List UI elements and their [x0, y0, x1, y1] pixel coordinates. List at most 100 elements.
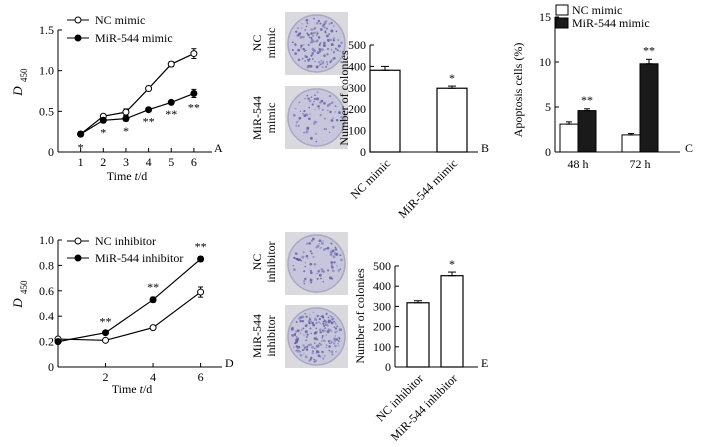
panel-e-dish-mir544-inhibitor-colony [313, 331, 317, 335]
panel-a-significance: * [78, 141, 84, 155]
panel-e-dish-mir544-inhibitor-colony [338, 337, 341, 340]
panel-b-dish-nc-mimic-colony [297, 49, 301, 52]
panel-b-dish-nc-mimic-colony [329, 38, 333, 42]
panel-e-dish-mir544-inhibitor-colony [330, 340, 333, 344]
panel-e-dish-mir544-inhibitor-colony [313, 319, 316, 321]
panel-b-x-tick-label: NC mimic [348, 156, 393, 201]
panel-b-dish-mir544-mimic-colony [306, 126, 310, 130]
panel-e-dish-mir544-inhibitor-colony [295, 321, 298, 323]
panel-b-dish-nc-mimic-colony [303, 50, 306, 52]
panel-e-dish-nc-inhibitor [285, 232, 348, 295]
panel-e-dish-nc-inhibitor-colony [311, 240, 313, 242]
panel-b-dish-nc-mimic-colony [307, 43, 310, 47]
panel-e-dish-mir544-inhibitor-colony [315, 352, 318, 355]
panel-e-dish-mir544-inhibitor-colony [333, 342, 336, 345]
panel-b-dish-nc-mimic-colony [326, 63, 329, 65]
panel-b-dish-mir544-mimic-colony [319, 101, 322, 104]
panel-e-dish-mir544-inhibitor-colony [315, 327, 318, 330]
panel-b-dish-nc-mimic-colony [311, 58, 314, 60]
panel-b-dish-nc-mimic-colony [315, 22, 319, 25]
panel-e-dish-mir544-inhibitor-colony [306, 345, 309, 348]
panel-e-dish-mir544-inhibitor-colony [322, 320, 325, 323]
panel-a-legend-label: NC mimic [95, 13, 145, 27]
panel-b-y-tick-label: 100 [348, 124, 366, 138]
panel-e-dish-mir544-inhibitor-colony [334, 344, 337, 348]
panel-e-dish-mir544-inhibitor-colony [321, 350, 324, 354]
panel-e-significance: * [449, 257, 455, 271]
panel-b-dish-nc-mimic-colony [317, 36, 321, 39]
panel-e-dish-nc-inhibitor-colony [318, 239, 322, 243]
panel-e-dish-mir544-inhibitor-colony [325, 312, 328, 315]
panel-b-dish-nc-mimic-colony [323, 54, 326, 58]
panel-b-dish-mir544-mimic-colony [324, 117, 326, 120]
panel-e-y-label: Number of colonies [353, 268, 367, 364]
panel-e-dish-mir544-inhibitor-colony [311, 351, 314, 355]
panel-e-dish-nc-inhibitor-colony [304, 277, 307, 281]
panel-b-dish-mir544-mimic-colony [311, 103, 314, 106]
panel-e-y-tick-label: 200 [373, 320, 391, 334]
panel-e-dish-mir544-inhibitor-colony [304, 324, 308, 328]
panel-e-dish-mir544-inhibitor-colony [303, 353, 305, 355]
panel-b-dish-mir544-mimic-colony [325, 128, 328, 130]
panel-b-bar [369, 69, 401, 153]
panel-e-dish-mir544-inhibitor-colony [333, 326, 336, 328]
panel-e-dish-mir544-inhibitor-colony [332, 317, 335, 320]
panel-c-legend-swatch-filled [555, 17, 569, 29]
panel-e-dish-mir544-inhibitor-colony [336, 325, 339, 328]
panel-b-dish-nc-mimic-colony [323, 22, 327, 25]
panel-c-error-bar [646, 58, 652, 65]
panel-b-y-tick-label: 500 [348, 38, 366, 52]
panel-e-dish-mir544-inhibitor-colony [291, 334, 294, 338]
panel-e-dish-mir544-inhibitor [285, 305, 348, 368]
panel-b-dish-nc-mimic-colony [337, 44, 341, 48]
panel-b-y-tick-label: 200 [348, 102, 366, 116]
panel-e-dish-mir544-inhibitor-colony [335, 350, 337, 353]
panel-b-dish-nc-mimic-colony [308, 36, 311, 38]
panel-e-y-tick-label: 300 [373, 299, 391, 313]
panel-b-dish-mir544-mimic-colony [315, 140, 318, 143]
panel-b-dish-nc-mimic-colony [335, 30, 338, 33]
panel-b-dish-nc-mimic-colony [317, 19, 320, 23]
panel-b-dish-nc-mimic-colony [302, 47, 305, 51]
panel-b-dish-nc-mimic-colony [330, 59, 333, 62]
panel-b-dish-nc-mimic-colony [306, 65, 310, 69]
panel-e-dish-mir544-inhibitor-colony [316, 314, 319, 318]
panel-e-dish-mir544-inhibitor-colony [323, 354, 326, 357]
panel-e-dish-mir544-inhibitor-colony [321, 329, 324, 332]
panel-a-y-label-main: D [10, 86, 25, 97]
panel-d-point [197, 255, 205, 263]
panel-b-dish-mir544-mimic-colony [313, 100, 315, 103]
panel-e-dish-nc-inhibitor-colony [320, 240, 322, 243]
panel-e-dish-mir544-inhibitor-colony [337, 343, 339, 345]
panel-e-dish-nc-inhibitor-colony [340, 258, 343, 262]
panel-b-dish-nc-mimic-colony [299, 35, 303, 39]
panel-b-dish-nc-mimic-colony [297, 34, 300, 37]
panel-b-dish-label: MiR-544 [250, 96, 264, 140]
panel-c-bar [621, 134, 641, 153]
panel-e-dish-mir544-inhibitor-colony [305, 335, 309, 339]
panel-a-point [122, 115, 130, 123]
panel-e-dish-mir544-inhibitor-colony [322, 330, 324, 333]
panel-b-dish-mir544-mimic-colony [299, 110, 302, 112]
panel-e-dish-nc-inhibitor-colony [295, 252, 298, 255]
panel-e-dish-label: NC [250, 254, 264, 271]
panel-d-point [149, 324, 157, 332]
panel-e-dish-mir544-inhibitor-colony [323, 324, 326, 327]
panel-b-dish-nc-mimic-colony [337, 39, 340, 41]
panel-e-dish-label: MiR-544 [250, 314, 264, 358]
panel-e-dish-mir544-inhibitor-colony [330, 339, 332, 342]
panel-e-bar [440, 275, 464, 368]
panel-e-dish-nc-inhibitor-colony [293, 256, 296, 260]
panel-b-dish-nc-mimic-plate [287, 14, 346, 73]
panel-d-y-tick-label: 0.8 [39, 258, 54, 272]
panel-b-dish-mir544-mimic-colony [307, 97, 310, 100]
panel-b-dish-nc-mimic-colony [304, 60, 306, 62]
panel-b-dish-nc-mimic-colony [319, 22, 322, 25]
panel-b-dish-nc-mimic-colony [330, 43, 334, 47]
panel-a-legend-marker-filled [74, 34, 82, 42]
panel-b-dish-nc-mimic-colony [325, 20, 328, 23]
panel-e-dish-mir544-inhibitor-colony [310, 332, 312, 335]
panel-e-dish-mir544-inhibitor-colony [319, 343, 322, 346]
panel-e-dish-mir544-inhibitor-colony [331, 353, 334, 356]
